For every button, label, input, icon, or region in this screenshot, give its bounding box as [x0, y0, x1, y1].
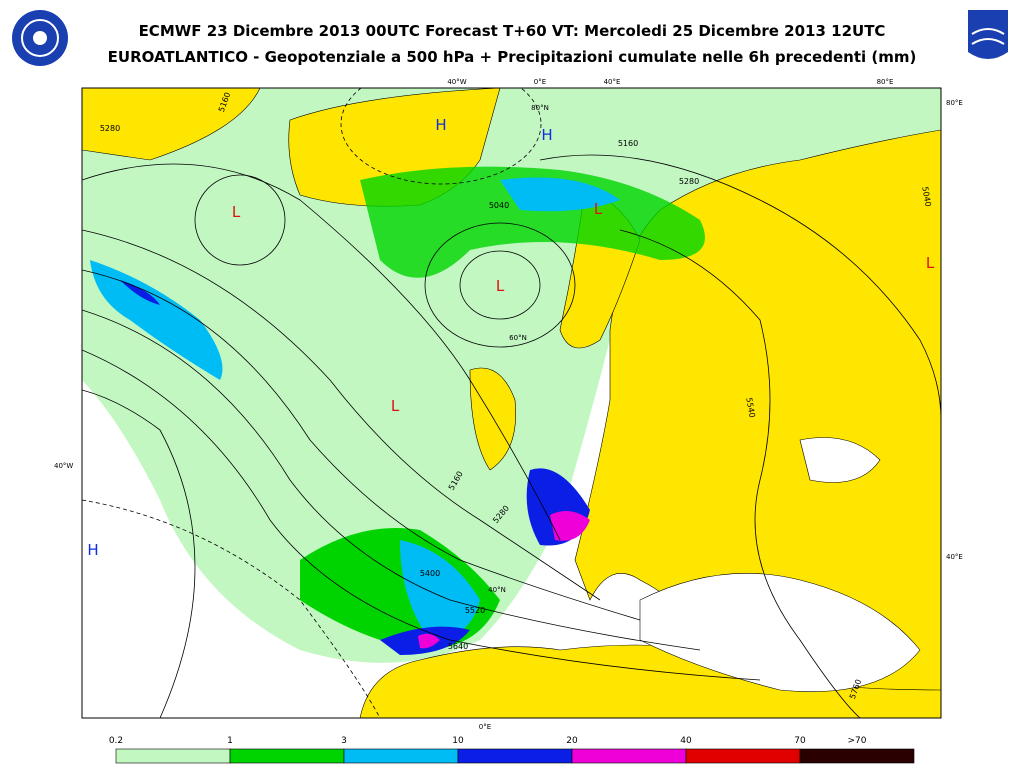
legend-label: 40 [680, 736, 692, 746]
graticule-label: 40°N [488, 586, 506, 594]
legend-label: 3 [341, 736, 347, 746]
graticule-label: 80°N [531, 104, 549, 112]
title: ECMWF 23 Dicembre 2013 00UTC Forecast T+… [139, 22, 886, 40]
logo-wave [971, 28, 1005, 45]
legend-label: 1 [227, 736, 233, 746]
graticule-label: 40°W [54, 462, 73, 470]
contour-label: 5040 [920, 186, 932, 208]
contour [619, 229, 861, 718]
high-center: H [87, 541, 98, 559]
legend-swatch [115, 748, 231, 764]
contour-label: 5280 [100, 124, 120, 133]
legend: 0.2 1 3 10 20 40 70 >70 [109, 736, 915, 764]
precip-alps-magenta [550, 511, 590, 541]
sea-mediterranean [639, 573, 921, 692]
legend-swatch [457, 748, 573, 764]
legend-swatch [229, 748, 345, 764]
graticule-label: 0°E [479, 723, 491, 731]
graticule-label: 80°E [877, 78, 894, 86]
contour [82, 229, 601, 601]
contour [82, 349, 761, 681]
low-center: L [391, 397, 400, 415]
contour-label: 5520 [465, 606, 485, 615]
contour [424, 222, 576, 348]
contour-label: 5160 [618, 139, 638, 148]
legend-swatch [685, 748, 801, 764]
graticule-label: 40°E [604, 78, 621, 86]
contour [82, 309, 701, 651]
high-center: H [541, 126, 552, 144]
graticule-label: 60°N [509, 334, 527, 342]
contour [82, 163, 561, 541]
legend-label: 0.2 [109, 736, 123, 746]
land-britain [469, 367, 516, 471]
contour-label: 5540 [744, 397, 756, 419]
contour [539, 154, 941, 421]
map-frame [81, 87, 942, 719]
precip-north-cyan [500, 177, 620, 212]
subtitle: EUROATLANTICO - Geopotenziale a 500 hPa … [108, 48, 917, 66]
logo-shield [968, 10, 1008, 59]
precip-iberia-cyan [400, 540, 480, 640]
contour-label: 5640 [448, 642, 468, 651]
contour-label: 5040 [489, 201, 509, 210]
legend-label: 10 [452, 736, 464, 746]
contour-dashed [82, 499, 381, 718]
low-center: L [496, 277, 505, 295]
high-center: H [435, 116, 446, 134]
precip-west-cyan [90, 260, 223, 380]
legend-label: >70 [848, 736, 867, 746]
contour [459, 250, 541, 320]
contour [82, 389, 196, 718]
legend-swatch [343, 748, 459, 764]
logo-ring [21, 19, 59, 57]
contour-label: 5400 [420, 569, 440, 578]
legend-swatch [571, 748, 687, 764]
graticule-label: 80°E [946, 99, 963, 107]
contour-dashed [340, 88, 542, 185]
logo-left [12, 10, 68, 66]
contour [194, 174, 286, 266]
logo-dot [33, 31, 47, 45]
land-canada [82, 88, 261, 161]
map: H H L L L L H L 5280 5160 5040 5160 5280… [82, 88, 941, 718]
legend-label: 70 [794, 736, 806, 746]
low-center: L [232, 203, 241, 221]
contour-label: 5280 [679, 177, 699, 186]
low-center: L [926, 254, 935, 272]
precip-north [360, 166, 705, 278]
graticule-label: 40°W [447, 78, 466, 86]
legend-swatch [799, 748, 915, 764]
contour [82, 269, 641, 621]
low-center: L [594, 200, 603, 218]
precip-west-blue [120, 280, 160, 305]
precip-iberia-magenta [418, 633, 440, 649]
logo-right [968, 10, 1008, 59]
graticule-label: 0°E [534, 78, 546, 86]
sea-black [799, 437, 881, 483]
graticule-label: 40°E [946, 553, 963, 561]
legend-label: 20 [566, 736, 578, 746]
